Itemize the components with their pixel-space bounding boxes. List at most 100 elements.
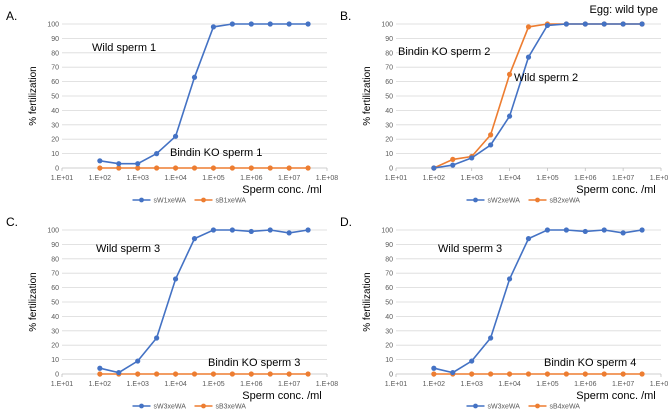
y-tick-label: 10 [51, 357, 59, 364]
annotation-label: Wild sperm 3 [96, 243, 160, 255]
data-point-sb3xewa [305, 371, 311, 377]
legend-label: sW3xeWA [488, 404, 521, 411]
series-line-sw2xewa [433, 23, 643, 169]
y-tick-label: 30 [385, 122, 393, 129]
y-tick-label: 100 [47, 22, 59, 29]
data-point-sw3xewa [116, 369, 122, 376]
x-tick-label: 1.E+02 [423, 175, 445, 182]
annotation-label: Wild sperm 2 [514, 72, 578, 84]
y-tick-label: 0 [389, 372, 393, 379]
y-tick-label: 20 [385, 343, 393, 350]
legend-label: sB2xeWA [550, 198, 581, 205]
y-tick-label: 30 [385, 328, 393, 335]
chart-svg-d: 0 10 20 30 40 50 60 70 80 90 100 1.E+01 1.E+02 1.E+03… [340, 215, 668, 411]
data-point-sw2xewa [601, 21, 607, 27]
series-line-sw3xewa [99, 229, 309, 374]
x-tick-label: 1.E+08 [316, 175, 338, 182]
panel-letter: A. [6, 9, 17, 23]
x-tick-label: 1.E+06 [574, 175, 596, 182]
data-point-sw3xewa [431, 365, 437, 371]
data-point-sb4xewa [431, 371, 437, 377]
data-point-sw1xewa [97, 158, 103, 164]
y-tick-label: 70 [51, 65, 59, 72]
x-axis-label: Sperm conc. /ml [576, 184, 655, 196]
y-tick-label: 20 [385, 137, 393, 144]
x-tick-label: 1.E+07 [278, 381, 300, 388]
y-tick-label: 60 [51, 79, 59, 86]
legend-label: sW2xeWA [488, 198, 521, 205]
data-point-sw3xewa [563, 227, 569, 233]
x-tick-label: 1.E+04 [164, 175, 186, 182]
legend-swatch-marker [139, 403, 144, 409]
chart-panel-d: 0 10 20 30 40 50 60 70 80 90 100 1.E+01 1.E+02 1.E+03… [334, 206, 668, 412]
data-point-sb1xewa [135, 165, 141, 171]
legend-swatch-marker [201, 403, 206, 409]
y-tick-label: 30 [51, 122, 59, 129]
y-tick-label: 90 [385, 36, 393, 43]
data-point-sw2xewa [582, 21, 588, 27]
data-point-sw2xewa [525, 54, 532, 60]
x-tick-label: 1.E+01 [385, 175, 407, 182]
y-tick-label: 40 [51, 314, 59, 321]
y-tick-label: 60 [51, 285, 59, 292]
y-axis-label: % fertilization [28, 272, 39, 331]
data-point-sb4xewa [582, 371, 588, 377]
data-point-sw1xewa [229, 21, 235, 27]
x-tick-label: 1.E+06 [240, 381, 262, 388]
panel-letter: D. [340, 215, 352, 229]
y-tick-label: 80 [51, 50, 59, 57]
y-tick-label: 20 [51, 343, 59, 350]
x-tick-label: 1.E+07 [612, 381, 634, 388]
x-axis-label: Sperm conc. /ml [242, 390, 321, 402]
data-point-sw3xewa [639, 227, 645, 233]
y-tick-label: 10 [385, 357, 393, 364]
data-point-sb4xewa [639, 371, 645, 377]
data-point-sw3xewa [601, 227, 607, 233]
legend-swatch-marker [473, 403, 478, 409]
x-tick-label: 1.E+07 [278, 175, 300, 182]
data-point-sw2xewa [488, 142, 494, 148]
x-axis-label: Sperm conc. /ml [576, 390, 655, 402]
x-tick-label: 1.E+07 [612, 175, 634, 182]
y-axis-label: % fertilization [362, 66, 373, 125]
y-tick-label: 60 [385, 285, 393, 292]
data-point-sb3xewa [135, 371, 141, 377]
y-tick-label: 50 [51, 300, 59, 307]
y-tick-label: 40 [385, 314, 393, 321]
y-tick-label: 0 [55, 166, 59, 173]
y-tick-label: 90 [51, 36, 59, 43]
y-tick-label: 10 [385, 151, 393, 158]
x-tick-label: 1.E+04 [164, 381, 186, 388]
data-point-sb1xewa [229, 165, 235, 171]
data-point-sw2xewa [620, 21, 626, 27]
data-point-sb3xewa [248, 371, 254, 377]
data-point-sw1xewa [210, 24, 217, 30]
data-point-sw3xewa [525, 236, 532, 242]
legend-label: sB1xeWA [216, 198, 247, 205]
y-tick-label: 40 [51, 108, 59, 115]
data-point-sb4xewa [563, 371, 569, 377]
legend-label: sW3xeWA [154, 404, 187, 411]
data-point-sw1xewa [154, 151, 160, 157]
annotation-label: Bindin KO sperm 3 [208, 357, 300, 369]
data-point-sb4xewa [488, 371, 494, 377]
data-point-sb1xewa [305, 165, 311, 171]
legend-label: sB3xeWA [216, 404, 247, 411]
y-tick-label: 100 [381, 228, 393, 235]
data-point-sw2xewa [506, 113, 513, 119]
data-point-sb2xewa [488, 132, 494, 138]
series-line-sw3xewa [433, 229, 643, 374]
y-tick-label: 50 [51, 94, 59, 101]
data-point-sw3xewa [229, 227, 235, 233]
data-point-sw3xewa [582, 228, 588, 235]
chart-panel-a: 0 10 20 30 40 50 60 70 80 90 100 1.E+01 1.E+02 1.E+03… [0, 0, 338, 206]
data-point-sw3xewa [620, 230, 626, 236]
data-point-sb4xewa [525, 371, 532, 377]
x-axis-label: Sperm conc. /ml [242, 184, 321, 196]
data-point-sb2xewa [506, 71, 513, 77]
annotation-label: Bindin KO sperm 2 [398, 46, 490, 58]
data-point-sw3xewa [191, 236, 198, 242]
chart-svg-a: 0 10 20 30 40 50 60 70 80 90 100 1.E+01 1.E+02 1.E+03… [6, 9, 338, 205]
data-point-sw1xewa [116, 161, 122, 167]
